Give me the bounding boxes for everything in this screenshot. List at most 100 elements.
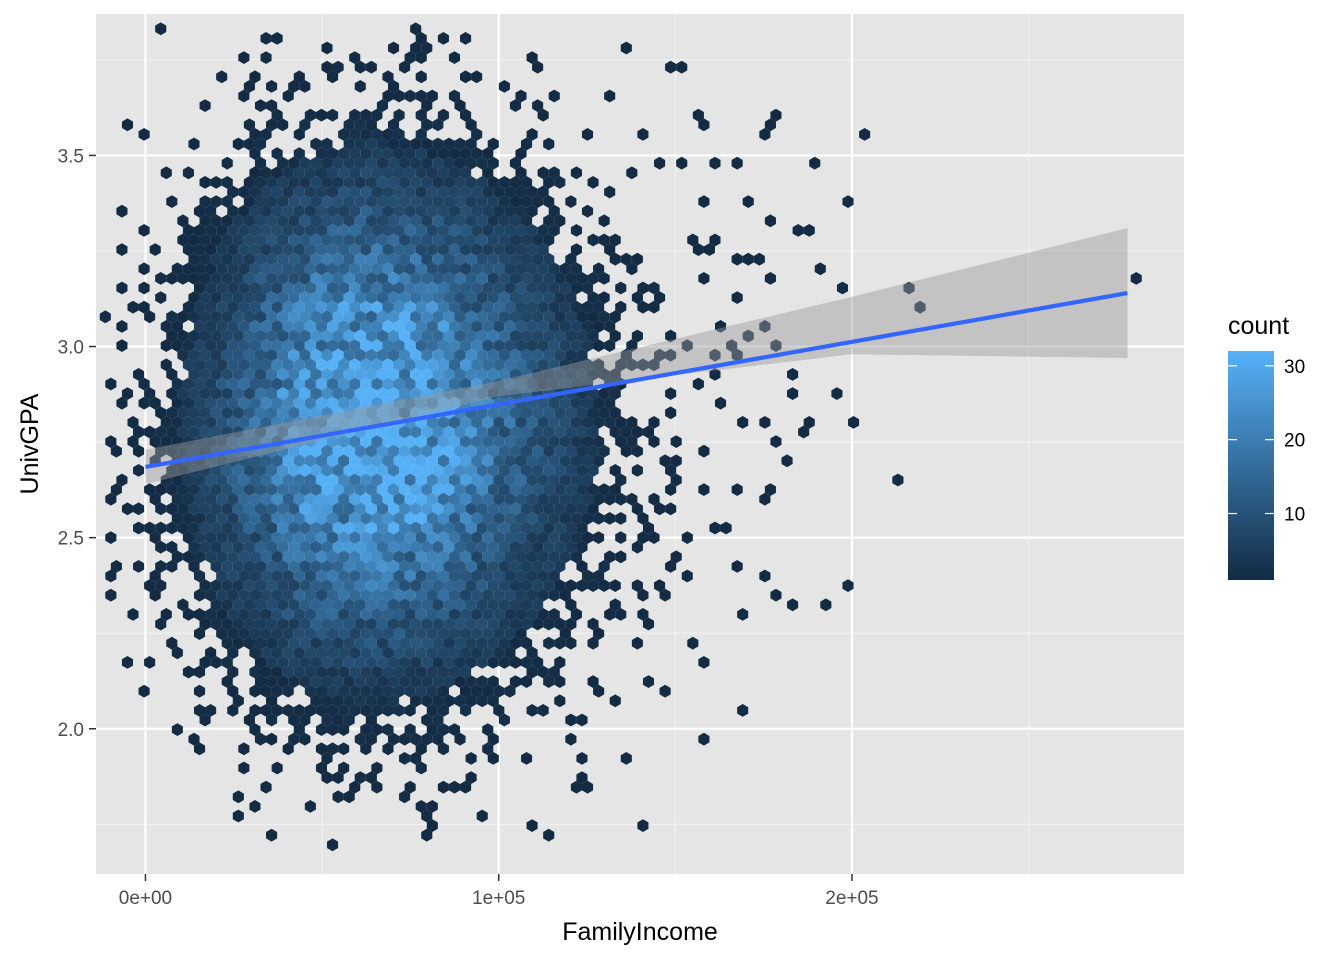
hex-bin [288, 80, 300, 93]
hex-bin [426, 531, 438, 544]
hex-bin [548, 281, 560, 295]
hex-bin [205, 204, 217, 218]
hex-bin [626, 416, 638, 429]
hex-bin [249, 300, 261, 314]
hex-bin [376, 348, 388, 362]
hex-bin [482, 358, 494, 372]
hex-bin [548, 531, 560, 544]
hex-bin [354, 444, 366, 458]
hex-bin [243, 310, 255, 324]
hex-bin [587, 425, 599, 439]
hex-bin [271, 492, 283, 506]
hex-bin [144, 425, 156, 439]
hex-bin [476, 425, 488, 439]
hex-bin [216, 492, 228, 506]
hex-bin [443, 483, 455, 496]
hex-bin [432, 502, 444, 516]
hex-bin [443, 560, 455, 573]
hex-bin [654, 348, 666, 362]
hex-bin [581, 300, 594, 314]
hex-bin [354, 521, 366, 535]
hex-bin [460, 646, 472, 660]
hex-bin [227, 608, 239, 621]
hex-bin [382, 684, 394, 698]
hex-bin [365, 464, 377, 477]
hex-bin [249, 320, 261, 333]
hex-bin [498, 656, 510, 669]
hex-bin [404, 377, 416, 391]
hex-bin [282, 512, 294, 525]
hex-bin [770, 588, 782, 602]
hex-bin [293, 454, 305, 468]
hex-bin [387, 483, 400, 496]
hex-bin [526, 243, 538, 256]
hex-bin [304, 646, 316, 660]
hex-bin [360, 473, 372, 487]
hex-bin [260, 300, 272, 314]
hex-bin [371, 281, 383, 295]
hex-bin [376, 483, 388, 496]
hex-bin [521, 617, 533, 631]
hex-bin [105, 569, 117, 583]
hex-bin [282, 473, 294, 487]
hex-bin [593, 454, 605, 468]
hex-bin [249, 377, 261, 391]
hex-bin [576, 713, 588, 727]
hex-bin [310, 272, 322, 285]
hex-bin [532, 656, 544, 669]
hex-bin [260, 473, 272, 487]
hex-bin [221, 214, 233, 228]
hex-bin [387, 214, 400, 228]
hex-bin [498, 214, 510, 228]
hex-bin [266, 502, 278, 516]
hex-bin [432, 425, 444, 439]
hex-bin [238, 742, 250, 756]
hex-bin [764, 483, 776, 496]
hex-bin [382, 550, 394, 564]
hex-bin [426, 665, 438, 679]
hex-bin [299, 675, 311, 688]
hex-bin [293, 358, 305, 372]
hex-bin [399, 617, 411, 631]
hex-bin [321, 617, 333, 631]
hex-bin [266, 732, 278, 746]
hex-bin [376, 579, 388, 592]
hex-bin [504, 320, 516, 333]
hex-bin [321, 41, 333, 55]
hex-bin [321, 195, 333, 208]
hex-bin [443, 368, 455, 381]
hex-bin [371, 377, 383, 391]
hex-bin [421, 137, 433, 151]
hex-bin [232, 521, 244, 535]
hex-bin [321, 560, 333, 573]
hex-bin [343, 137, 355, 151]
hex-bin [382, 185, 394, 199]
hex-bin [99, 310, 111, 324]
hex-bin [526, 358, 538, 372]
hex-bin [559, 416, 571, 429]
hex-bin [266, 329, 278, 343]
hex-bin [210, 233, 222, 247]
hex-bin [315, 281, 328, 295]
hex-bin [332, 694, 344, 708]
hex-bin [365, 272, 377, 285]
hex-bin [171, 339, 183, 352]
hex-bin [648, 281, 660, 295]
hex-bin [238, 588, 250, 602]
hex-bin [404, 320, 416, 333]
hex-bin [426, 454, 438, 468]
hex-bin [709, 368, 721, 381]
hex-bin [155, 425, 167, 439]
hex-bin [448, 646, 461, 660]
hex-bin [437, 320, 449, 333]
hex-bin [304, 377, 316, 391]
hex-bin [393, 492, 405, 506]
hex-bin [515, 550, 527, 564]
hex-bin [171, 396, 183, 410]
hex-bin [354, 540, 366, 554]
hex-bin [543, 310, 555, 324]
hex-bin [266, 675, 278, 688]
hex-bin [521, 656, 533, 669]
hex-bin [338, 166, 350, 180]
hex-bin [216, 224, 228, 237]
